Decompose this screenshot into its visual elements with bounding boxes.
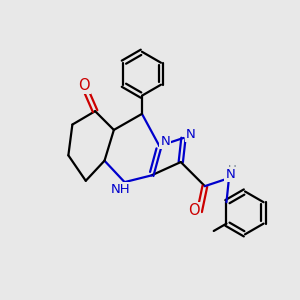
Text: NH: NH [111,183,130,196]
Text: N: N [160,135,170,148]
Text: O: O [79,78,90,93]
Text: N: N [186,128,196,141]
Text: N: N [225,168,235,182]
Text: O: O [188,203,200,218]
Text: H: H [228,164,237,177]
